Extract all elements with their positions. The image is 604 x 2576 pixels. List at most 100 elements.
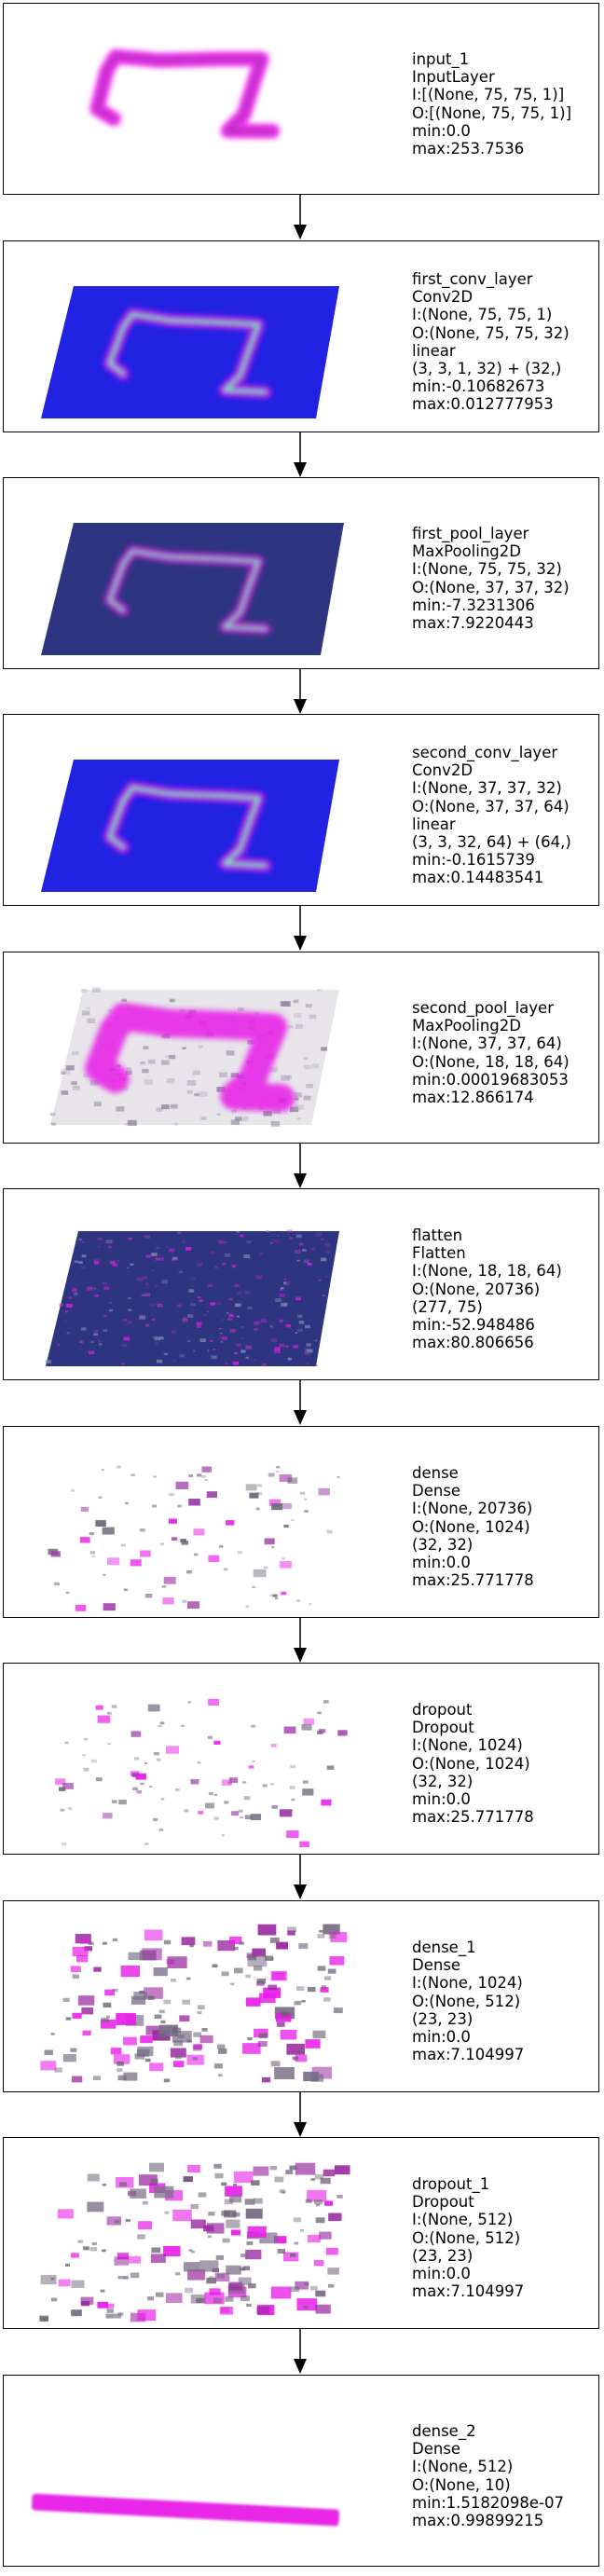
flatten-cell xyxy=(284,1345,289,1348)
neuron-cell xyxy=(156,2292,164,2297)
pooled-cell xyxy=(231,1109,237,1113)
layer-activation-visualization xyxy=(48,1465,340,1611)
neuron-cell xyxy=(103,1813,113,1819)
layer-activation-visualization xyxy=(41,760,339,892)
layer-name: dense_2 xyxy=(412,2422,476,2440)
layer-activation-visualization xyxy=(55,1698,348,1848)
neuron-cell xyxy=(72,2012,82,2019)
neuron-cell xyxy=(188,1499,200,1506)
neuron-cell xyxy=(303,2071,320,2082)
neuron-cell xyxy=(187,1701,191,1704)
neuron-cell xyxy=(252,1948,266,1957)
flatten-cell xyxy=(255,1275,263,1280)
neuron-cell xyxy=(304,1498,308,1500)
neuron-cell xyxy=(170,2048,186,2058)
flatten-cell xyxy=(237,1315,240,1318)
neuron-cell xyxy=(245,1974,251,1979)
flatten-cell xyxy=(128,1237,132,1240)
pooled-cell xyxy=(186,1089,193,1094)
neuron-cell xyxy=(133,1992,147,2000)
layer-activation-visualization xyxy=(45,1229,339,1366)
flatten-cell xyxy=(121,1363,125,1365)
neuron-cell xyxy=(314,2173,324,2180)
neuron-cell xyxy=(206,1491,217,1498)
neuron-cell xyxy=(114,2219,120,2224)
neuron-cell xyxy=(274,2067,295,2079)
neuron-cell xyxy=(268,1499,281,1506)
neuron-cell xyxy=(313,2199,323,2205)
flatten-cell xyxy=(295,1250,301,1254)
layer-detail-line: (32, 32) xyxy=(412,1772,474,1790)
neuron-cell xyxy=(123,2276,129,2280)
pooled-cell xyxy=(247,1040,255,1045)
neuron-cell xyxy=(62,2054,76,2062)
flatten-cell xyxy=(286,1303,289,1305)
neuron-cell xyxy=(304,2282,309,2286)
neuron-cell xyxy=(221,2211,230,2216)
flatten-cell xyxy=(283,1281,287,1284)
layer-activation-visualization xyxy=(49,987,339,1127)
layer-detail-line: (3, 3, 1, 32) + (32,) xyxy=(412,360,562,378)
flatten-cell xyxy=(241,1337,244,1339)
flatten-cell xyxy=(98,1246,101,1248)
neuron-cell xyxy=(276,1941,289,1950)
flatten-cell xyxy=(306,1363,309,1364)
neuron-cell xyxy=(238,2277,252,2285)
neuron-cell xyxy=(222,2238,230,2243)
neuron-cell xyxy=(130,1473,135,1476)
flow-arrow xyxy=(294,1855,307,1899)
neuron-cell xyxy=(165,2190,183,2201)
pooled-cell xyxy=(216,1087,226,1092)
layer-box-dropout: dropout Dropout I:(None, 1024) O:(None, 102… xyxy=(3,1663,599,1855)
neuron-cell xyxy=(70,2048,77,2052)
neuron-cell xyxy=(100,2019,117,2029)
flatten-cell xyxy=(274,1347,281,1351)
neuron-cell xyxy=(102,2249,106,2253)
neuron-cell xyxy=(218,1544,224,1548)
neuron-cell xyxy=(307,2189,327,2202)
neuron-cell xyxy=(334,2165,350,2175)
flatten-cell xyxy=(302,1249,307,1252)
neuron-cell xyxy=(223,1568,228,1571)
neuron-cell xyxy=(271,1546,275,1549)
neuron-cell xyxy=(181,1724,185,1727)
neuron-cell xyxy=(257,1924,277,1936)
layer-detail-line: max:25.771778 xyxy=(412,1808,534,1827)
flatten-cell xyxy=(225,1363,228,1365)
neuron-cell xyxy=(258,2033,268,2039)
neuron-cell xyxy=(271,1804,278,1809)
neuron-cell xyxy=(305,2199,312,2203)
neuron-cell xyxy=(274,2236,287,2244)
neuron-cell xyxy=(190,2219,206,2229)
arrow-head xyxy=(294,2122,307,2137)
neuron-cell xyxy=(296,1986,305,1992)
layer-detail-line: I:(None, 18, 18, 64) xyxy=(412,1262,562,1281)
pooled-cell xyxy=(91,987,101,993)
feature-map-plane xyxy=(41,286,339,418)
neuron-cell xyxy=(65,2263,70,2267)
neuron-cell xyxy=(317,1934,325,1939)
flatten-cell xyxy=(144,1235,151,1239)
neuron-cell xyxy=(281,2011,290,2018)
layer-detail-line: (23, 23) xyxy=(412,2246,474,2265)
neuron-cell xyxy=(112,1988,118,1993)
neuron-cell xyxy=(95,1520,106,1527)
flatten-cell xyxy=(281,1287,284,1290)
flatten-cell xyxy=(157,1303,163,1308)
flatten-cell xyxy=(210,1302,215,1306)
layer-detail-line: O:(None, 18, 18, 64) xyxy=(412,1052,570,1071)
flatten-cell xyxy=(141,1294,144,1296)
neuron-cell xyxy=(247,2283,256,2289)
flatten-cell xyxy=(145,1323,150,1327)
flatten-cell xyxy=(155,1257,160,1261)
neuron-cell xyxy=(172,2027,182,2034)
neuron-cell xyxy=(294,2001,301,2006)
neuron-cell xyxy=(128,1952,142,1961)
neuron-cell xyxy=(166,1746,179,1754)
neuron-cell xyxy=(270,1971,287,1981)
neuron-cell xyxy=(163,1999,172,2005)
flatten-cell xyxy=(227,1317,233,1321)
neuron-cell xyxy=(315,2203,321,2207)
feature-map-grid xyxy=(41,286,339,418)
flatten-cell xyxy=(187,1340,191,1342)
